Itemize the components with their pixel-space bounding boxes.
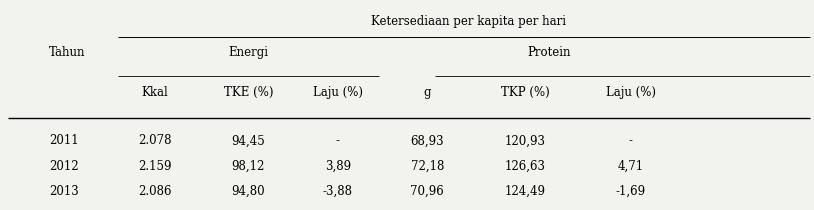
- Text: 3,89: 3,89: [325, 160, 351, 173]
- Text: Laju (%): Laju (%): [606, 86, 656, 99]
- Text: Ketersediaan per kapita per hari: Ketersediaan per kapita per hari: [370, 15, 566, 28]
- Text: TKE (%): TKE (%): [224, 86, 273, 99]
- Text: Kkal: Kkal: [142, 86, 168, 99]
- Text: 2.159: 2.159: [138, 160, 172, 173]
- Text: TKP (%): TKP (%): [501, 86, 549, 99]
- Text: 2.078: 2.078: [138, 134, 172, 147]
- Text: Energi: Energi: [228, 46, 269, 59]
- Text: 70,96: 70,96: [410, 185, 444, 198]
- Text: 120,93: 120,93: [505, 134, 545, 147]
- Text: Tahun: Tahun: [49, 46, 85, 59]
- Text: 68,93: 68,93: [410, 134, 444, 147]
- Text: 124,49: 124,49: [505, 185, 545, 198]
- Text: g: g: [423, 86, 431, 99]
- Text: -3,88: -3,88: [323, 185, 352, 198]
- Text: 72,18: 72,18: [410, 160, 444, 173]
- Text: 2.086: 2.086: [138, 185, 172, 198]
- Text: 94,80: 94,80: [231, 185, 265, 198]
- Text: 2012: 2012: [49, 160, 78, 173]
- Text: 126,63: 126,63: [505, 160, 545, 173]
- Text: 2011: 2011: [49, 134, 78, 147]
- Text: 94,45: 94,45: [231, 134, 265, 147]
- Text: -: -: [336, 134, 339, 147]
- Text: Laju (%): Laju (%): [313, 86, 363, 99]
- Text: 4,71: 4,71: [618, 160, 644, 173]
- Text: -1,69: -1,69: [615, 185, 646, 198]
- Text: Protein: Protein: [527, 46, 571, 59]
- Text: -: -: [629, 134, 632, 147]
- Text: 2013: 2013: [49, 185, 79, 198]
- Text: 98,12: 98,12: [231, 160, 265, 173]
